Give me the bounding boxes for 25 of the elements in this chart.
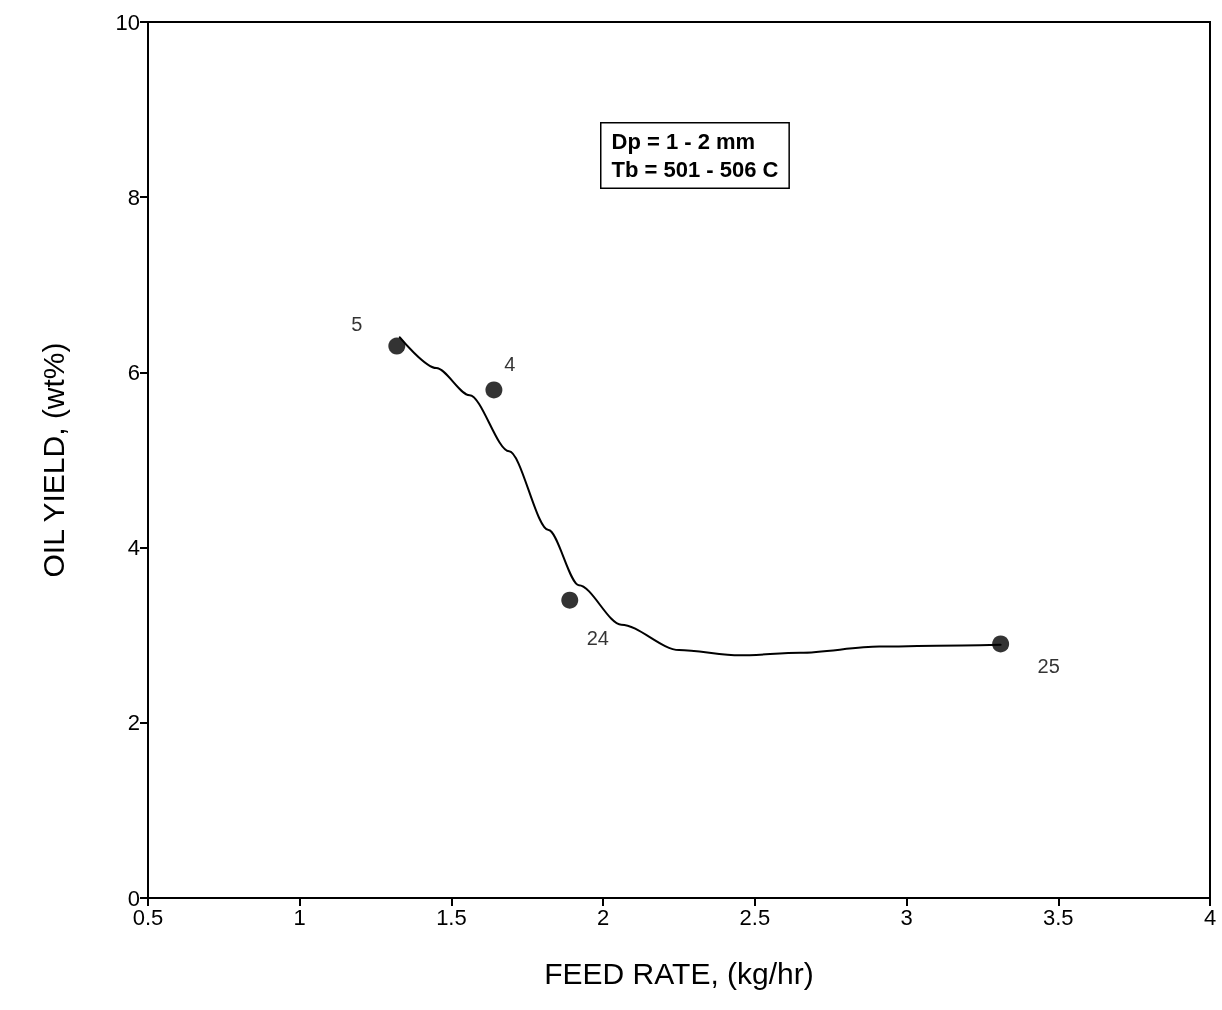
annotation: 4 xyxy=(504,352,516,375)
annotation: 25 xyxy=(1037,654,1060,677)
y-axis-title: OIL YIELD, (wt%) xyxy=(36,342,70,578)
x-axis-title: FEED RATE, (kg/hr) xyxy=(544,956,814,990)
y-tick-label: 0 xyxy=(127,885,140,911)
point xyxy=(388,337,406,355)
annotation: Dp = 1 - 2 mm xyxy=(611,129,756,154)
x-tick-label: 1.5 xyxy=(436,904,467,930)
x-tick-label: 1 xyxy=(293,904,306,930)
y-tick-label: 2 xyxy=(127,710,140,736)
point xyxy=(561,591,579,609)
x-tick-label: 2.5 xyxy=(739,904,771,930)
y-tick-label: 6 xyxy=(127,359,140,385)
point xyxy=(485,381,503,399)
y-tick-label: 4 xyxy=(127,535,140,561)
y-tick-label: 10 xyxy=(115,9,140,35)
x-tick-label: 3.5 xyxy=(1042,904,1074,930)
annotation: 5 xyxy=(351,313,363,336)
x-tick-label: 3 xyxy=(900,904,913,930)
annotation: 24 xyxy=(586,627,609,650)
x-tick-label: 4 xyxy=(1203,904,1217,930)
y-tick-label: 8 xyxy=(127,184,140,210)
annotation: Tb = 501 - 506 C xyxy=(611,157,779,182)
x-tick-label: 2 xyxy=(597,904,610,930)
point xyxy=(992,635,1010,653)
